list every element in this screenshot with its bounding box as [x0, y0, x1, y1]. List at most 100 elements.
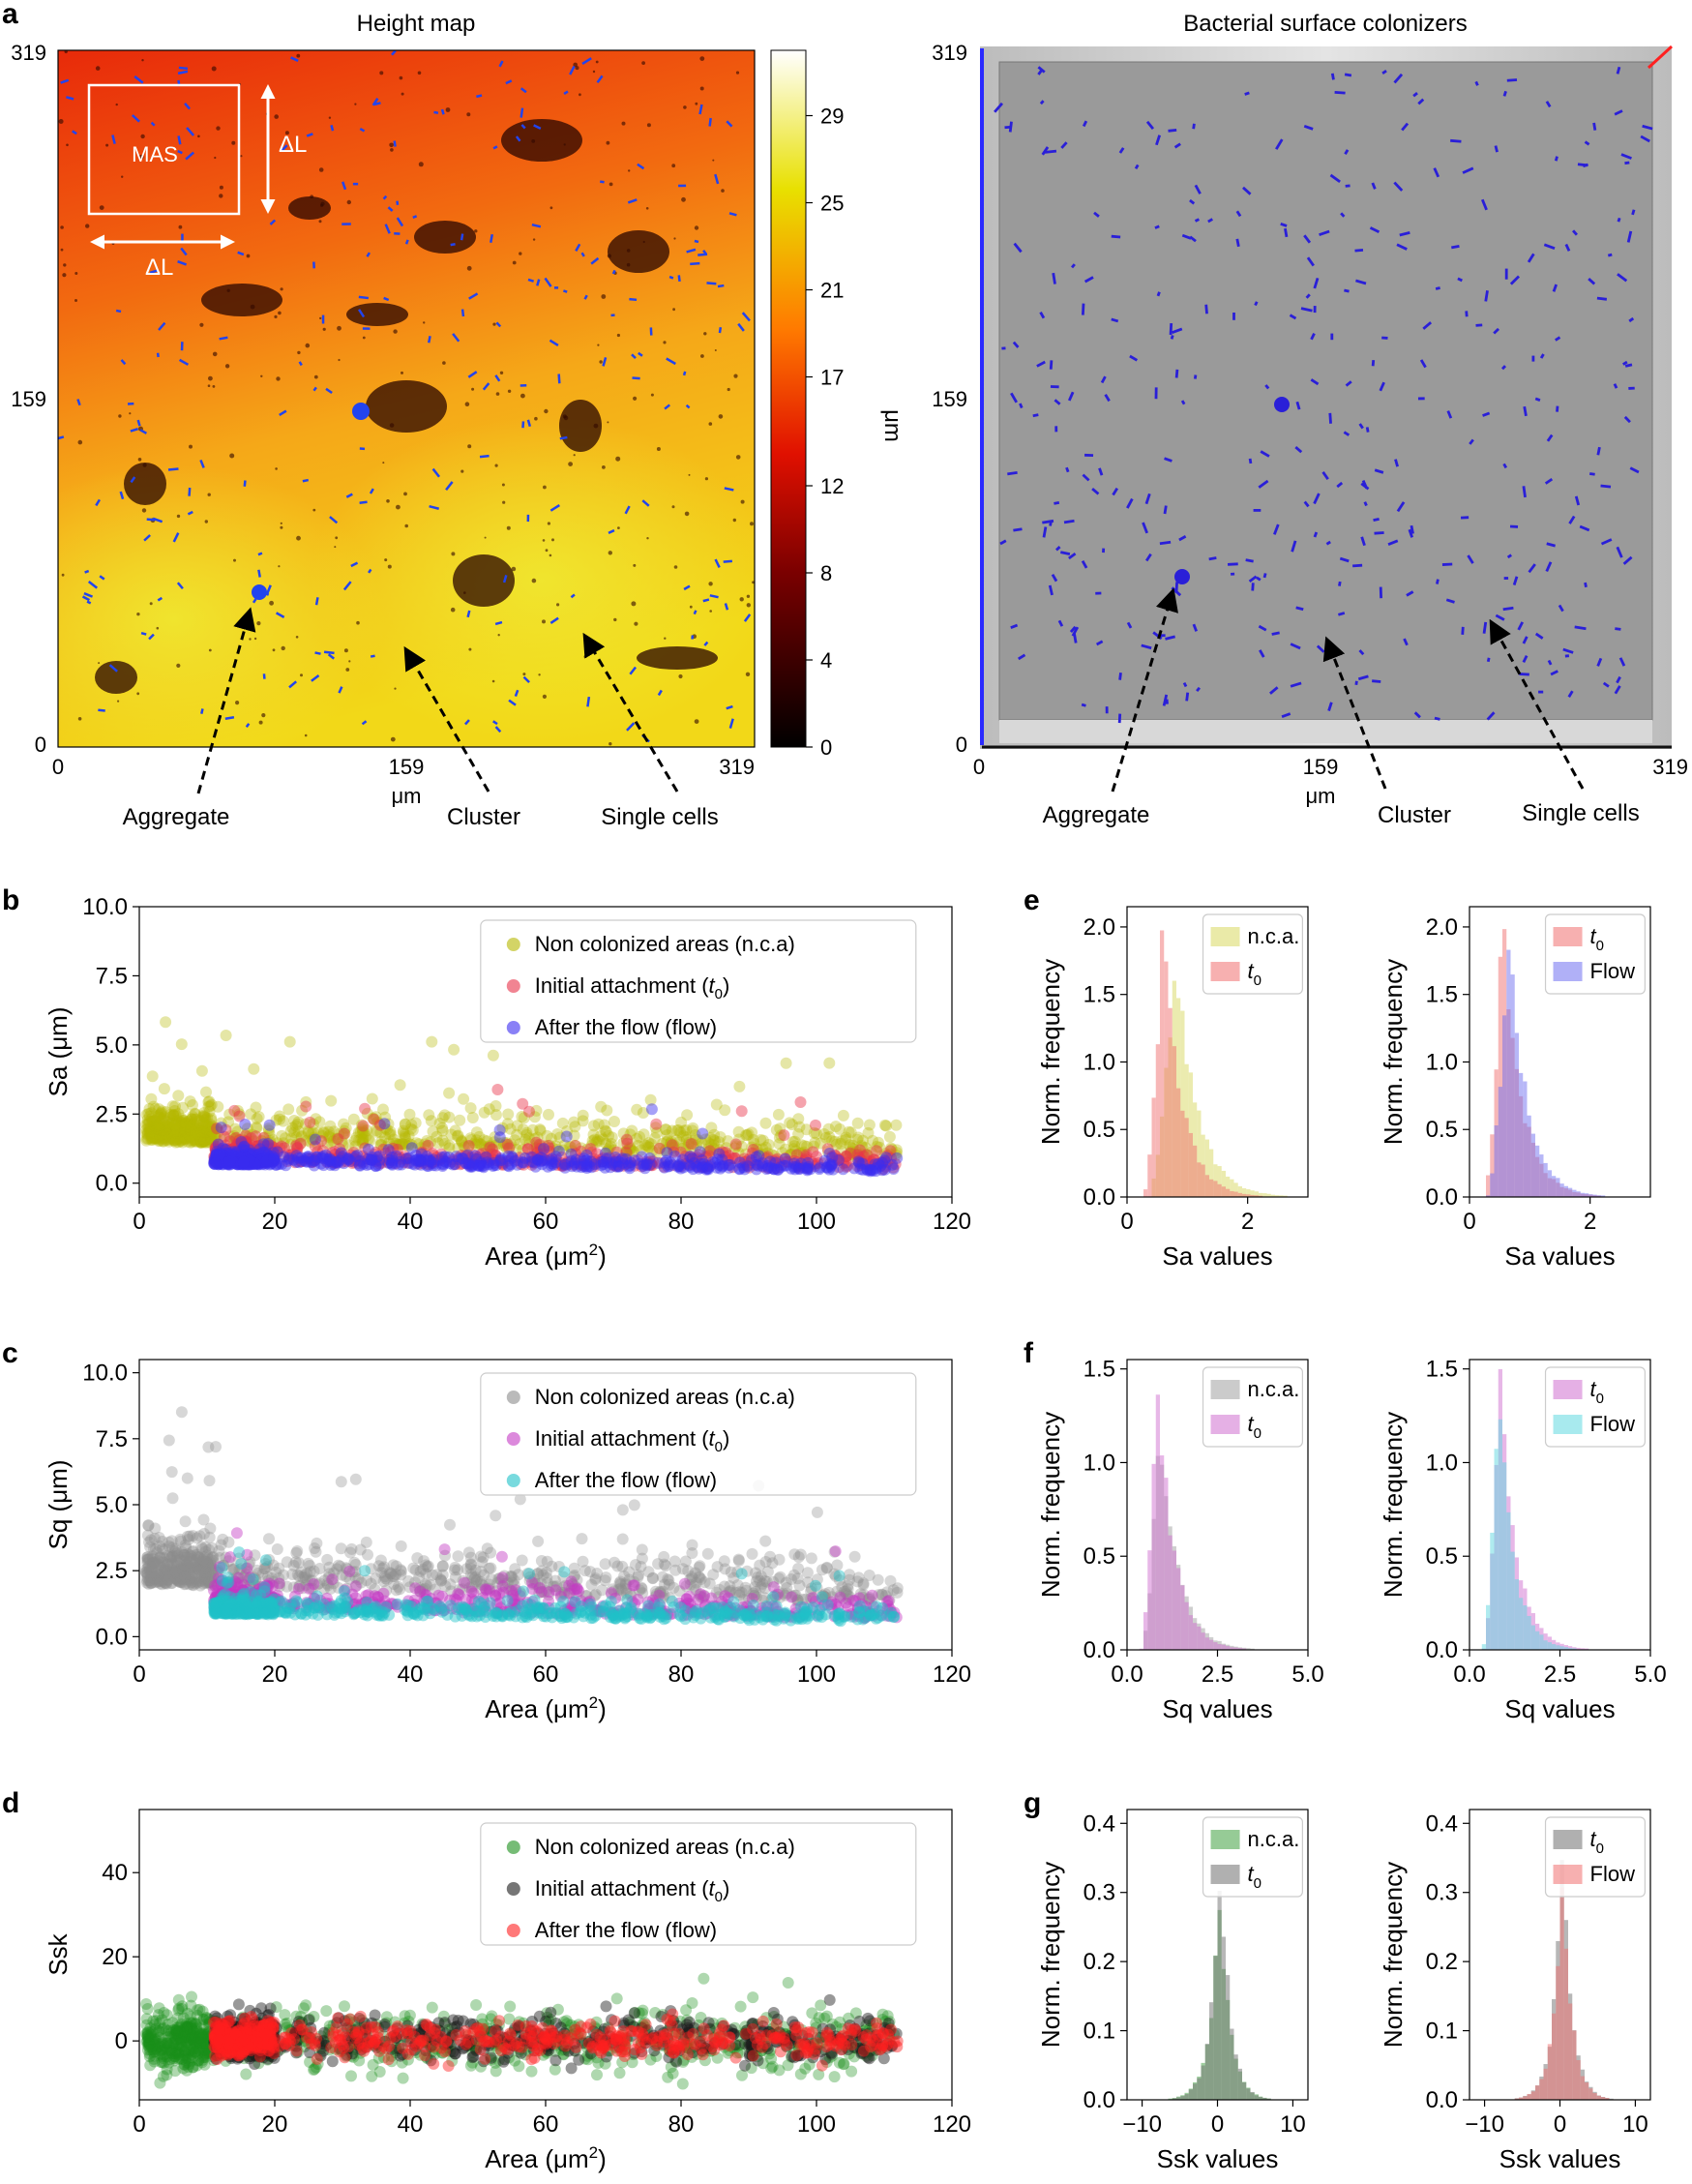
height-y-tick: 159 — [11, 387, 46, 411]
scatter-point-t0 — [650, 1118, 663, 1130]
scatter-point-t0 — [223, 1151, 236, 1162]
scatter-point-n.c.a — [149, 1115, 162, 1127]
colonizer-cell — [1417, 98, 1425, 105]
colonizer-cell — [1506, 78, 1518, 82]
dark-speck — [95, 66, 101, 71]
colonizer-cell — [1629, 466, 1640, 474]
colonizer-cell — [1057, 619, 1064, 627]
scatter-point-t0 — [240, 1136, 252, 1149]
scatter-point-n.c.a — [166, 1115, 179, 1127]
scatter-point-n.c.a — [757, 1143, 769, 1155]
colonizer-cell — [1345, 380, 1352, 387]
dark-speck — [538, 673, 541, 676]
dark-speck — [250, 304, 255, 310]
scatter-point-n.c.a — [558, 1139, 571, 1152]
blue-cell — [464, 719, 470, 726]
colonizer-cell — [1539, 353, 1545, 359]
scatter-point-n.c.a — [427, 1125, 439, 1138]
dark-speck — [261, 713, 266, 718]
scatter-point-flow — [365, 1153, 377, 1166]
colonizer-cell — [1554, 156, 1558, 162]
scatter-point-n.c.a — [374, 1139, 387, 1151]
dark-speck — [735, 455, 741, 460]
colonizer-cell — [1596, 657, 1603, 667]
scatter-point-n.c.a — [165, 1118, 178, 1130]
colonizer-cell — [1180, 400, 1186, 405]
scatter-point-n.c.a — [623, 1141, 636, 1153]
scatter-point-t0 — [235, 1142, 248, 1154]
scatter-point-n.c.a — [186, 1135, 198, 1148]
scatter-point-n.c.a — [836, 1581, 848, 1594]
colonizer-cell — [1574, 625, 1587, 631]
colonizer-cell — [1589, 472, 1595, 476]
scatter-point-n.c.a — [305, 1136, 316, 1148]
scatter-point-t0 — [533, 1138, 546, 1151]
blue-cell — [726, 704, 733, 710]
blue-cell — [624, 505, 631, 515]
blue-cell — [369, 488, 374, 494]
scatter-point-n.c.a — [586, 1135, 599, 1147]
colonizer-cell — [1338, 581, 1342, 586]
blue-cell — [492, 145, 498, 150]
colonizer-cell — [1063, 519, 1075, 524]
scatter-point-n.c.a — [184, 1131, 196, 1144]
scatter-point-t0 — [245, 1145, 257, 1157]
colonizer-cell — [1168, 129, 1177, 133]
blue-cell — [306, 133, 313, 137]
scatter-point-n.c.a — [681, 1109, 694, 1122]
colonizer-cell — [1251, 583, 1255, 591]
scatter-point-n.c.a — [166, 1127, 179, 1139]
scatter-point-n.c.a — [883, 1148, 896, 1160]
scatter-point-n.c.a — [631, 1103, 643, 1116]
scatter-point-n.c.a — [620, 1146, 633, 1157]
scatter-point-n.c.a — [405, 1139, 418, 1151]
scatter-point-n.c.a — [496, 1122, 509, 1134]
dark-speck — [573, 454, 576, 457]
colonizer-cell — [1321, 470, 1329, 480]
blue-cell — [158, 321, 166, 331]
scatter-point-n.c.a — [452, 1129, 464, 1142]
scatter-point-n.c.a — [565, 1141, 578, 1153]
dark-speck — [85, 224, 90, 228]
scatter-point-n.c.a — [145, 1125, 158, 1138]
dark-speck — [258, 720, 263, 725]
scatter-point-n.c.a — [795, 1139, 808, 1152]
blue-cell — [269, 219, 277, 225]
blue-cell — [178, 66, 189, 71]
scatter-point-n.c.a — [288, 1126, 301, 1139]
colonizer-cell — [1142, 522, 1148, 534]
colonizer-cell — [1258, 479, 1269, 489]
scatter-point-n.c.a — [294, 1138, 307, 1151]
scatter-point-n.c.a — [846, 1143, 859, 1154]
scatter-point-n.c.a — [483, 1103, 495, 1116]
colonizer-cell — [1465, 311, 1469, 317]
scatter-point-n.c.a — [183, 1125, 194, 1138]
scatter-point-t0 — [248, 1140, 259, 1152]
scatter-point-n.c.a — [830, 1121, 842, 1133]
scatter-point-n.c.a — [890, 1149, 903, 1161]
scatter-point-n.c.a — [792, 1128, 805, 1140]
scatter-point-t0 — [220, 1151, 232, 1163]
scatter-point-n.c.a — [163, 1121, 175, 1133]
dark-speck — [615, 456, 621, 462]
colonizer-cell — [1084, 453, 1094, 458]
colonizer-cell — [1500, 365, 1506, 371]
scatter-point-t0 — [234, 1145, 247, 1157]
panel-label-g: g — [1024, 1787, 1041, 1819]
scatter-point-n.c.a — [855, 1139, 868, 1152]
scatter-point-n.c.a — [194, 1133, 207, 1145]
scatter-point-n.c.a — [436, 1122, 448, 1134]
scatter-point-n.c.a — [436, 1124, 449, 1137]
scatter-point-n.c.a — [157, 1135, 169, 1148]
blue-cell — [325, 387, 333, 395]
scatter-point-n.c.a — [645, 1138, 658, 1151]
blue-cell — [708, 117, 712, 127]
scatter-point-n.c.a — [316, 1129, 329, 1142]
dark-speck — [633, 396, 638, 401]
scatter-point-n.c.a — [141, 1126, 154, 1139]
scatter-point-t0 — [257, 1148, 269, 1160]
scatter-point-t0 — [300, 1100, 312, 1113]
colonizer-cell — [1117, 713, 1122, 724]
blue-cell — [312, 386, 317, 392]
